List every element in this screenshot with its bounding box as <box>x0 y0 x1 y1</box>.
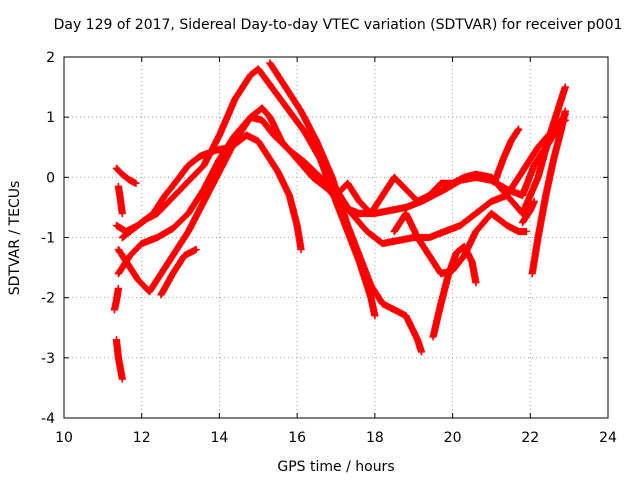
x-tick-label: 16 <box>288 430 306 446</box>
series-track-b <box>110 284 123 314</box>
y-tick-label: -1 <box>41 231 55 247</box>
x-tick-label: 10 <box>55 430 73 446</box>
y-tick-label: -4 <box>41 411 55 427</box>
y-tick-label: 1 <box>46 110 55 126</box>
x-tick-label: 22 <box>521 430 539 446</box>
chart-title: Day 129 of 2017, Sidereal Day-to-day VTE… <box>54 17 623 33</box>
series-track-i <box>157 245 200 299</box>
grid <box>64 57 608 418</box>
x-tick-label: 18 <box>366 430 384 446</box>
series-track-m <box>429 242 480 341</box>
x-tick-label: 24 <box>599 430 617 446</box>
data-series <box>110 59 570 383</box>
series-track-d <box>114 182 127 218</box>
y-tick-label: 2 <box>46 50 55 66</box>
series-track-p <box>528 107 570 278</box>
series-track-c <box>112 164 140 188</box>
y-tick-label: 0 <box>46 170 55 186</box>
y-tick-label: -2 <box>41 291 55 307</box>
series-track-a <box>112 336 127 383</box>
series-track-l <box>390 209 531 278</box>
series-track-g <box>114 113 570 278</box>
x-tick-label: 12 <box>133 430 151 446</box>
series-track-n <box>491 125 523 185</box>
x-tick-label: 20 <box>444 430 462 446</box>
y-tick-label: -3 <box>41 351 55 367</box>
y-axis-label: SDTVAR / TECUs <box>7 181 23 296</box>
x-axis-label: GPS time / hours <box>277 459 394 475</box>
x-tick-label: 14 <box>211 430 229 446</box>
series-track-o <box>518 197 538 227</box>
